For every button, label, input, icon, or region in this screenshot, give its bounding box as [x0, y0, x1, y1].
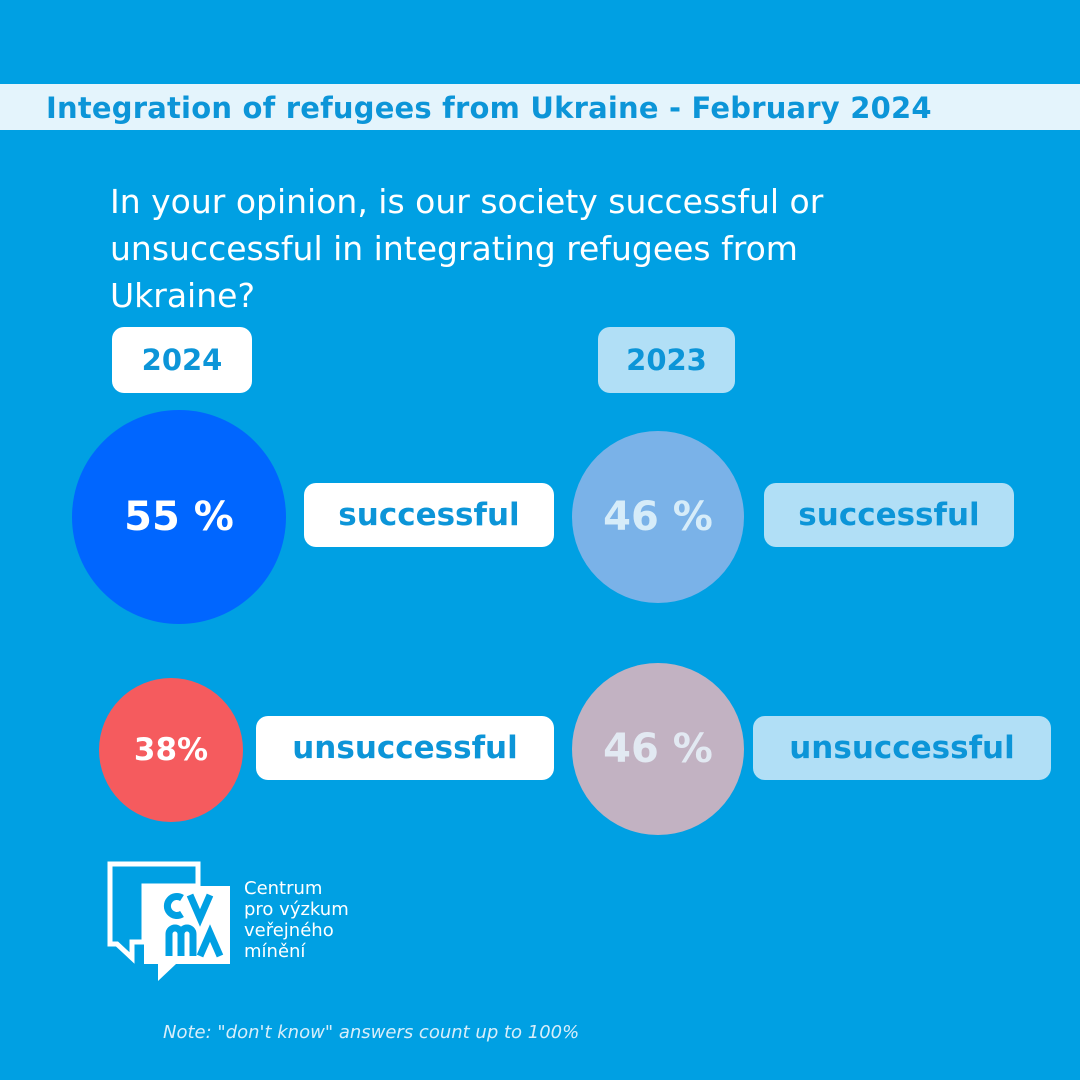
cvvm-logo-icon	[107, 861, 230, 981]
value-circle-2023-unsuccessful: 46 %	[572, 663, 744, 835]
org-name-line-3: veřejného	[244, 920, 334, 941]
value-circle-2024-unsuccessful: 38%	[99, 678, 243, 822]
category-label-2024-successful: successful	[304, 483, 554, 547]
value-circle-2024-successful: 55 %	[72, 410, 286, 624]
org-name-line-2: pro výzkum	[244, 899, 349, 920]
value-circle-2023-successful: 46 %	[572, 431, 744, 603]
footnote: Note: "don't know" answers count up to 1…	[163, 1022, 580, 1043]
org-name-line-1: Centrum	[244, 878, 323, 899]
page-title: Integration of refugees from Ukraine - F…	[46, 91, 932, 125]
header-banner: Integration of refugees from Ukraine - F…	[0, 84, 1080, 130]
organization-name: Centrum pro výzkum veřejného mínění	[244, 878, 349, 962]
org-name-line-4: mínění	[244, 941, 306, 962]
year-label-2024: 2024	[112, 327, 252, 393]
category-label-2024-unsuccessful: unsuccessful	[256, 716, 554, 780]
survey-question: In your opinion, is our society successf…	[110, 182, 824, 315]
category-label-2023-successful: successful	[764, 483, 1014, 547]
category-label-2023-unsuccessful: unsuccessful	[753, 716, 1051, 780]
year-label-2023: 2023	[598, 327, 735, 393]
